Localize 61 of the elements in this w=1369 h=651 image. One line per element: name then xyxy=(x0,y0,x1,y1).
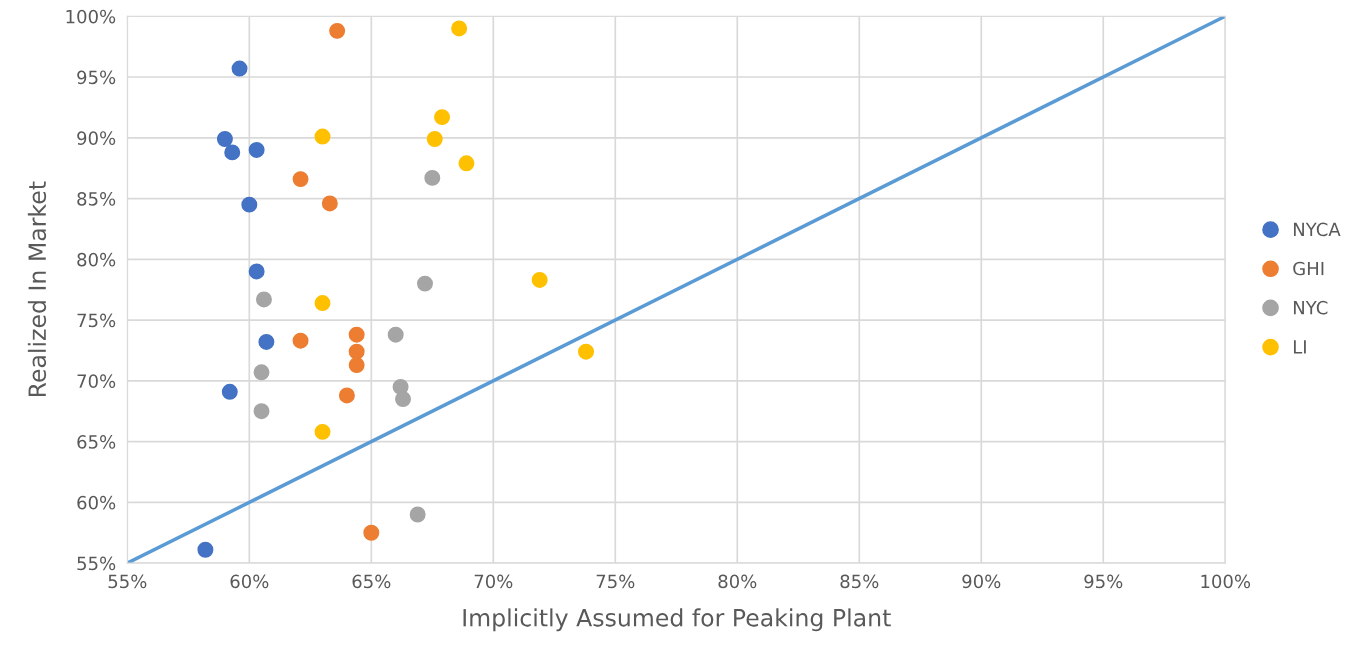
x-tick-label: 55% xyxy=(108,574,147,589)
point xyxy=(258,333,275,350)
point xyxy=(216,131,233,147)
y-tick-label: 75% xyxy=(77,313,116,328)
point xyxy=(531,271,548,288)
point xyxy=(458,155,475,172)
point xyxy=(338,387,355,404)
x-tick-label: 65% xyxy=(352,574,391,589)
x-tick-label: 100% xyxy=(1201,574,1251,589)
x-axis-title: Implicitly Assumed for Peaking Plant xyxy=(463,608,891,632)
legend-label: NYC xyxy=(1293,300,1328,315)
point xyxy=(248,141,265,158)
point xyxy=(348,357,365,374)
y-tick-label: 100% xyxy=(66,9,116,24)
point xyxy=(255,291,272,308)
point xyxy=(292,171,309,188)
point xyxy=(387,326,404,343)
legend-label: GHI xyxy=(1293,261,1324,276)
x-tick-label: 85% xyxy=(840,574,879,589)
y-tick-label: 80% xyxy=(77,252,116,267)
point xyxy=(409,506,426,523)
y-axis-title: Realized In Market xyxy=(27,181,47,397)
point xyxy=(241,196,258,213)
point xyxy=(348,326,365,343)
y-tick-label: 90% xyxy=(77,131,116,145)
point xyxy=(314,295,331,312)
y-tick-label: 65% xyxy=(77,435,116,449)
point xyxy=(314,423,331,440)
x-tick-label: 80% xyxy=(718,574,757,589)
x-tick-label: 90% xyxy=(962,574,1001,589)
x-tick-label: 95% xyxy=(1084,574,1123,589)
point xyxy=(292,332,309,349)
legend-label: NYCA xyxy=(1293,222,1341,237)
y-tick-label: 70% xyxy=(77,374,116,388)
point xyxy=(426,131,443,147)
point xyxy=(253,403,270,420)
y-tick-label: 85% xyxy=(77,192,116,206)
y-tick-label: 95% xyxy=(77,70,116,85)
y-tick-label: 55% xyxy=(77,556,116,571)
point xyxy=(417,275,433,292)
point xyxy=(363,524,380,541)
point xyxy=(451,20,468,37)
x-tick-label: 75% xyxy=(596,574,635,589)
point xyxy=(329,22,346,39)
point xyxy=(224,144,241,161)
point xyxy=(248,263,265,280)
point xyxy=(424,169,441,186)
point xyxy=(314,128,331,145)
point xyxy=(434,109,451,126)
point xyxy=(231,60,248,77)
point xyxy=(253,364,270,381)
point xyxy=(348,343,365,360)
point xyxy=(321,195,338,212)
point xyxy=(578,343,594,360)
x-tick-label: 70% xyxy=(474,574,513,589)
point xyxy=(395,391,411,408)
legend-label: LI xyxy=(1293,340,1306,354)
point xyxy=(197,541,214,558)
y-tick-label: 60% xyxy=(77,495,116,510)
point xyxy=(221,383,238,400)
x-tick-label: 60% xyxy=(230,574,269,589)
